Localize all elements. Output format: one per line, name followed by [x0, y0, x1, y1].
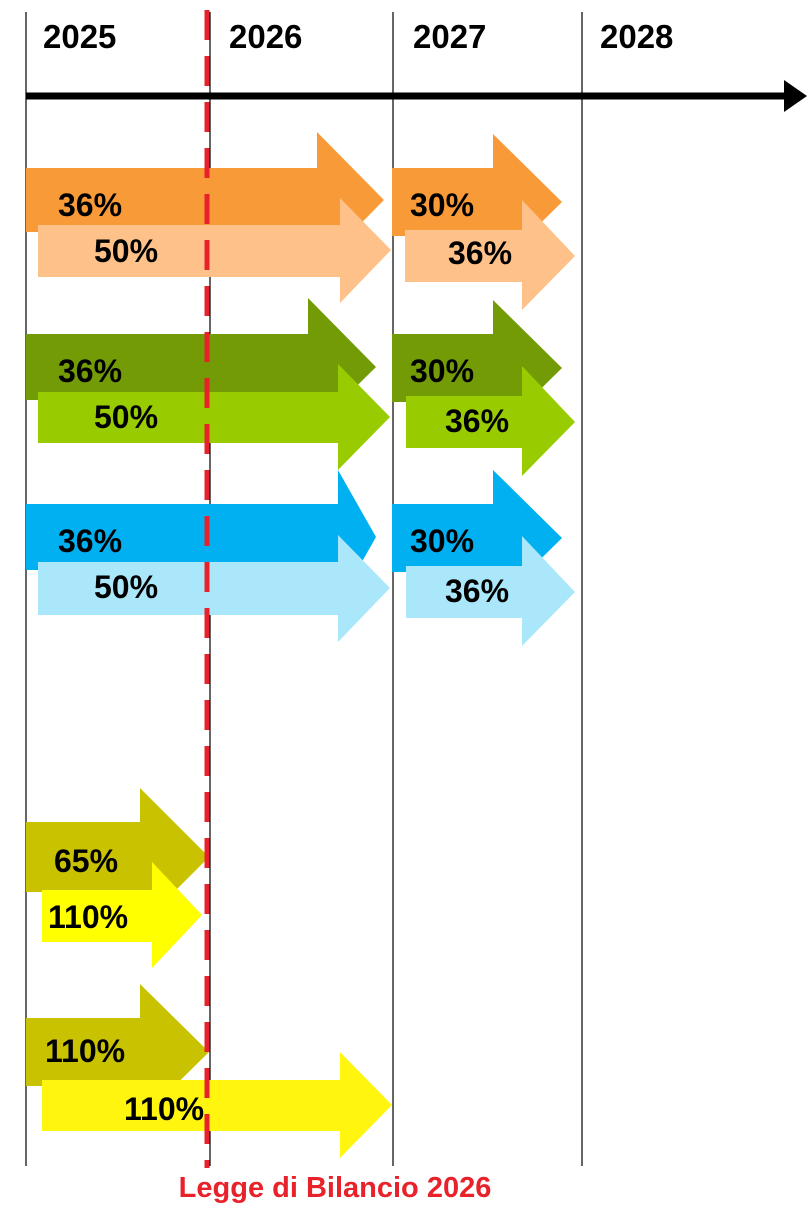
label-orange-dark-2025: 36%	[58, 187, 122, 223]
label-blue-dark-2025: 36%	[58, 523, 122, 559]
arrow-green-light-2027	[406, 366, 575, 476]
arrow-green-light-2025	[38, 364, 390, 470]
arrow-orange-light-2027	[405, 200, 575, 310]
label-green-dark-2027: 30%	[410, 353, 474, 389]
label-olive-65: 65%	[54, 843, 118, 879]
year-label-2028: 2028	[600, 18, 673, 55]
label-blue-light-2027: 36%	[445, 573, 509, 609]
arrow-group-orange: 36% 30% 50% 36%	[26, 132, 575, 310]
arrow-blue-light-2025	[38, 535, 390, 642]
label-yellow-110-short: 110%	[48, 899, 128, 935]
year-label-2027: 2027	[413, 18, 486, 55]
label-green-dark-2025: 36%	[58, 353, 122, 389]
timeline-axis-arrowhead	[784, 80, 807, 112]
arrow-group-olive-short: 65% 110%	[26, 788, 209, 968]
label-blue-light-2025: 50%	[94, 569, 158, 605]
label-orange-dark-2027: 30%	[410, 187, 474, 223]
label-green-light-2027: 36%	[445, 403, 509, 439]
label-olive-110: 110%	[45, 1033, 125, 1069]
arrow-yellow-110-long	[42, 1052, 392, 1158]
label-green-light-2025: 50%	[94, 399, 158, 435]
arrow-blue-light-2027	[406, 536, 575, 646]
arrow-blue-dark-2025	[26, 470, 376, 604]
year-label-2026: 2026	[229, 18, 302, 55]
year-label-2025: 2025	[43, 18, 116, 55]
label-orange-light-2027: 36%	[448, 235, 512, 271]
label-orange-light-2025: 50%	[94, 233, 158, 269]
cutoff-label: Legge di Bilancio 2026	[178, 1172, 492, 1204]
arrow-group-green: 36% 30% 50% 36%	[26, 298, 575, 476]
label-yellow-110-long: 110%	[124, 1091, 204, 1127]
arrow-group-blue: 36% 30% 50% 36%	[26, 470, 575, 646]
arrow-group-olive-long: 110% 110%	[26, 984, 392, 1158]
arrow-orange-light-2025	[38, 198, 391, 303]
label-blue-dark-2027: 30%	[410, 523, 474, 559]
arrow-yellow-110-short	[42, 862, 202, 968]
